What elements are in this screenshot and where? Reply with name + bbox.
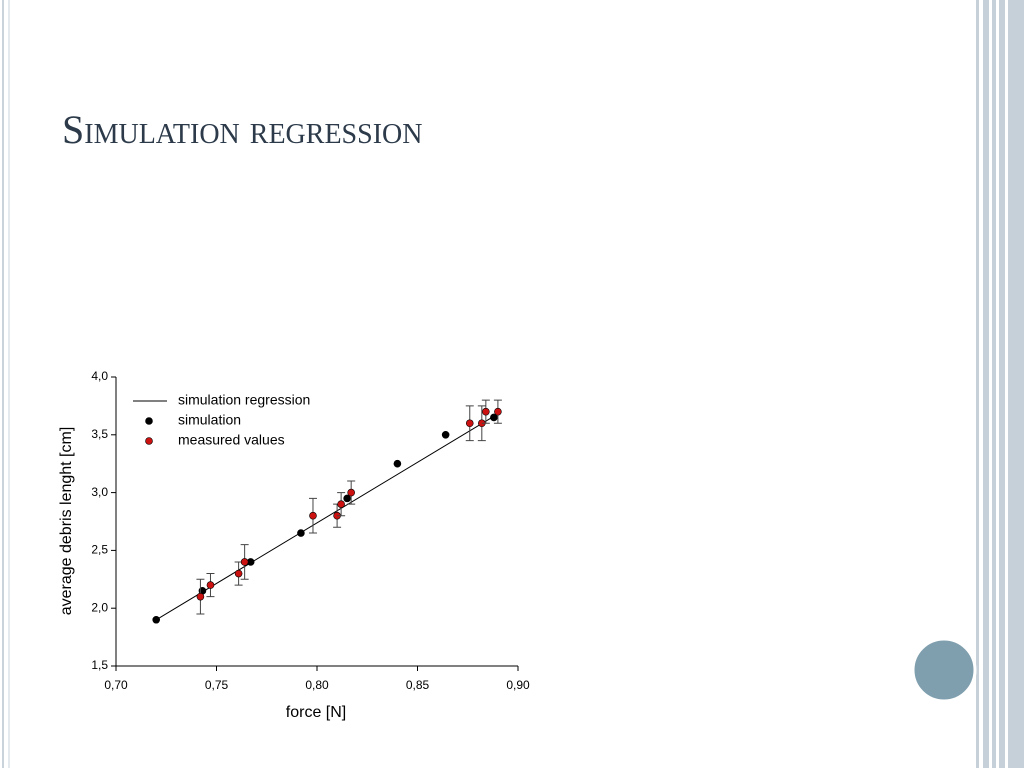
point: [343, 494, 351, 503]
slide-title: Simulation regression: [62, 107, 422, 152]
point: [337, 500, 345, 508]
x-tick-label: 0,70: [104, 678, 128, 692]
point: [196, 592, 205, 601]
point: [482, 407, 490, 416]
x-tick-label: 0,90: [506, 678, 530, 692]
point: [309, 511, 317, 520]
x-tick-label: 0,75: [205, 678, 229, 692]
point: [465, 419, 474, 428]
y-tick-label: 2,0: [91, 600, 108, 614]
legend-swatch: [145, 417, 153, 425]
legend-label: measured values: [178, 432, 285, 448]
y-tick-label: 3,5: [91, 427, 108, 441]
legend-swatch: [145, 437, 153, 445]
point: [297, 529, 305, 537]
y-axis-label: average debris lenght [cm]: [58, 427, 75, 616]
x-tick-label: 0,85: [406, 678, 430, 692]
point: [494, 407, 502, 416]
point: [347, 488, 355, 497]
point: [206, 581, 215, 589]
y-tick-label: 2,5: [91, 543, 108, 557]
point: [490, 413, 498, 422]
y-tick-label: 3,0: [91, 485, 108, 499]
legend-label: simulation: [178, 412, 241, 428]
x-tick-label: 0,80: [305, 678, 329, 692]
y-tick-label: 4,0: [91, 369, 108, 383]
point: [393, 459, 402, 468]
legend-label: simulation regression: [178, 392, 310, 408]
point: [240, 558, 249, 566]
point: [441, 430, 450, 439]
y-tick-label: 1,5: [91, 658, 108, 672]
point: [152, 615, 160, 624]
point: [234, 569, 243, 578]
x-axis-label: force [N]: [286, 704, 346, 721]
